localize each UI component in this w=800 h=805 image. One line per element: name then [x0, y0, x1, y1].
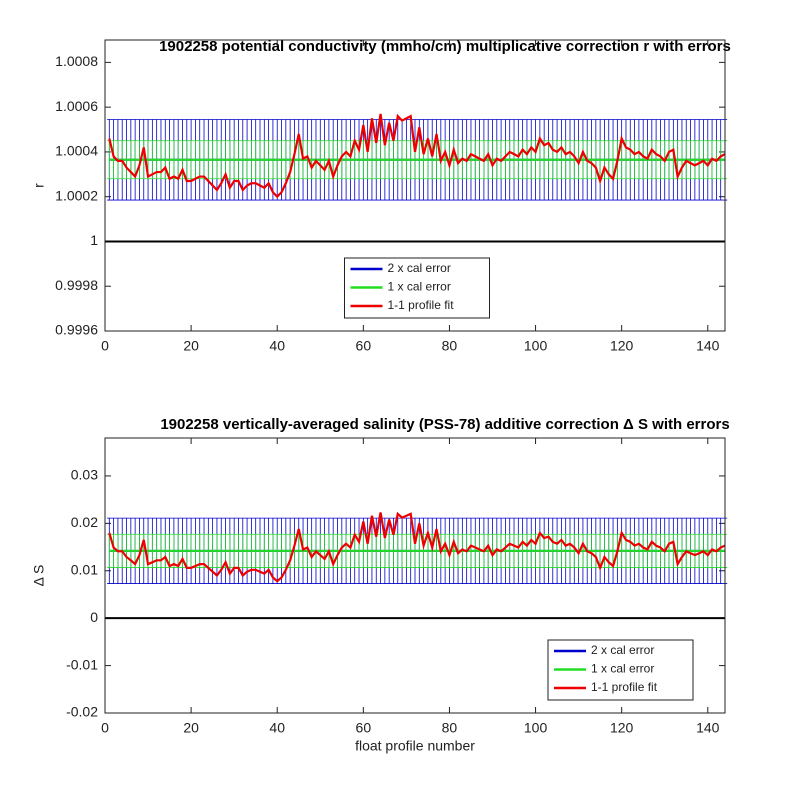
y-tick-label: 0.9998 — [55, 277, 98, 293]
y-tick-label: 0.03 — [71, 467, 98, 483]
y-tick-label: 1.0002 — [55, 187, 98, 203]
y-tick-label: 1.0008 — [55, 53, 98, 69]
x-tick-label: 80 — [442, 720, 458, 736]
x-tick-label: 120 — [610, 338, 634, 354]
y-tick-label: 1 — [90, 232, 98, 248]
x-tick-label: 20 — [183, 720, 199, 736]
y-tick-label: -0.02 — [66, 704, 98, 720]
x-tick-label: 0 — [101, 338, 109, 354]
y-tick-label: -0.01 — [66, 656, 98, 672]
chart-title: 1902258 potential conductivity (mmho/cm)… — [159, 38, 731, 55]
legend-text: 2 x cal error — [388, 261, 451, 275]
legend-text: 1 x cal error — [591, 662, 654, 676]
x-tick-label: 140 — [696, 720, 720, 736]
axes-frame — [104, 437, 726, 714]
x-tick-label: 140 — [696, 338, 720, 354]
x-tick-label: 120 — [610, 720, 634, 736]
x-axis-label: float profile number — [355, 738, 475, 754]
x-tick-label: 20 — [183, 338, 199, 354]
x-tick-label: 40 — [269, 338, 285, 354]
y-tick-label: 1.0004 — [55, 143, 98, 159]
x-tick-label: 80 — [442, 338, 458, 354]
y-tick-label: 0.9996 — [55, 322, 98, 338]
x-tick-label: 0 — [101, 720, 109, 736]
legend-text: 1 x cal error — [388, 280, 451, 294]
subplot: 1902258 potential conductivity (mmho/cm)… — [31, 38, 731, 354]
y-tick-label: 0.02 — [71, 514, 98, 530]
subplot: 1902258 vertically-averaged salinity (PS… — [31, 416, 730, 754]
y-tick-label: 1.0006 — [55, 98, 98, 114]
x-tick-label: 100 — [524, 720, 548, 736]
y-tick-label: 0.01 — [71, 561, 98, 577]
x-tick-label: 60 — [356, 338, 372, 354]
fit-line — [108, 511, 726, 583]
chart-title: 1902258 vertically-averaged salinity (PS… — [160, 416, 729, 433]
legend-text: 2 x cal error — [591, 643, 654, 657]
x-tick-label: 40 — [269, 720, 285, 736]
y-axis-label: r — [31, 183, 47, 188]
legend-text: 1-1 profile fit — [591, 680, 658, 694]
x-tick-label: 100 — [524, 338, 548, 354]
y-axis-label: Δ S — [31, 565, 47, 587]
x-tick-label: 60 — [356, 720, 372, 736]
legend-text: 1-1 profile fit — [388, 298, 455, 312]
axes-frame — [104, 39, 726, 332]
y-tick-label: 0 — [90, 609, 98, 625]
fit-line — [108, 113, 726, 199]
